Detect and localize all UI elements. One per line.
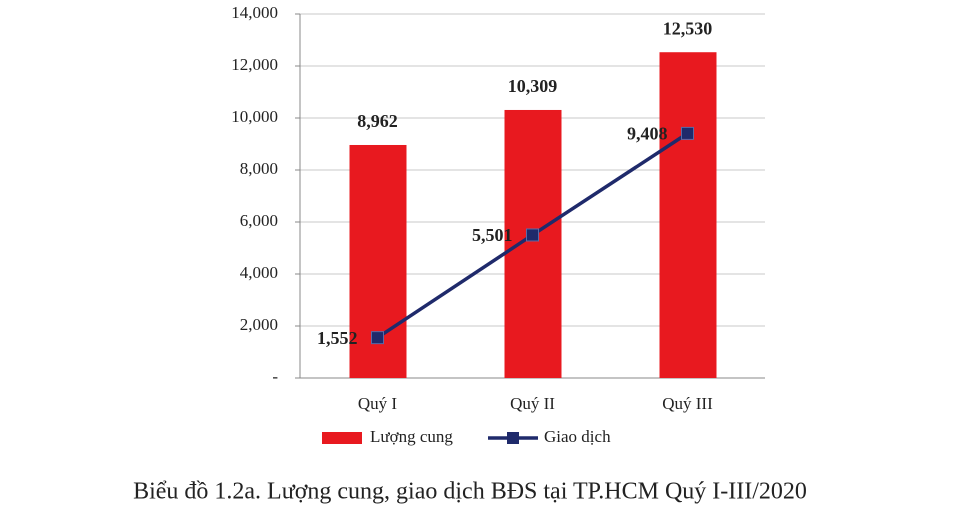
legend-label: Lượng cung	[370, 427, 453, 446]
y-tick-label: 6,000	[240, 211, 278, 230]
y-tick-label: 14,000	[231, 3, 278, 22]
bar	[504, 109, 562, 378]
legend-swatch	[507, 432, 519, 444]
line-marker	[526, 228, 539, 242]
line-marker	[681, 126, 694, 140]
y-tick-label: 4,000	[240, 263, 278, 282]
legend-label: Giao dịch	[544, 427, 611, 446]
line-marker	[371, 331, 384, 345]
legend-swatch	[322, 432, 362, 444]
y-tick-label: 8,000	[240, 159, 278, 178]
y-tick-label: -	[272, 367, 278, 386]
x-tick-label: Quý I	[358, 394, 398, 413]
y-tick-label: 2,000	[240, 315, 278, 334]
value-label: 1,552	[317, 328, 358, 348]
value-label: 8,962	[357, 111, 398, 131]
bar	[659, 52, 717, 378]
value-label: 5,501	[472, 225, 513, 245]
value-label: 9,408	[627, 124, 668, 144]
chart-caption: Biểu đồ 1.2a. Lượng cung, giao dịch BĐS …	[133, 479, 807, 505]
value-label: 10,309	[508, 76, 558, 96]
y-tick-label: 12,000	[231, 55, 278, 74]
value-label: 12,530	[663, 18, 713, 38]
y-tick-label: 10,000	[231, 107, 278, 126]
x-tick-label: Quý II	[510, 394, 555, 413]
x-tick-label: Quý III	[662, 394, 713, 413]
